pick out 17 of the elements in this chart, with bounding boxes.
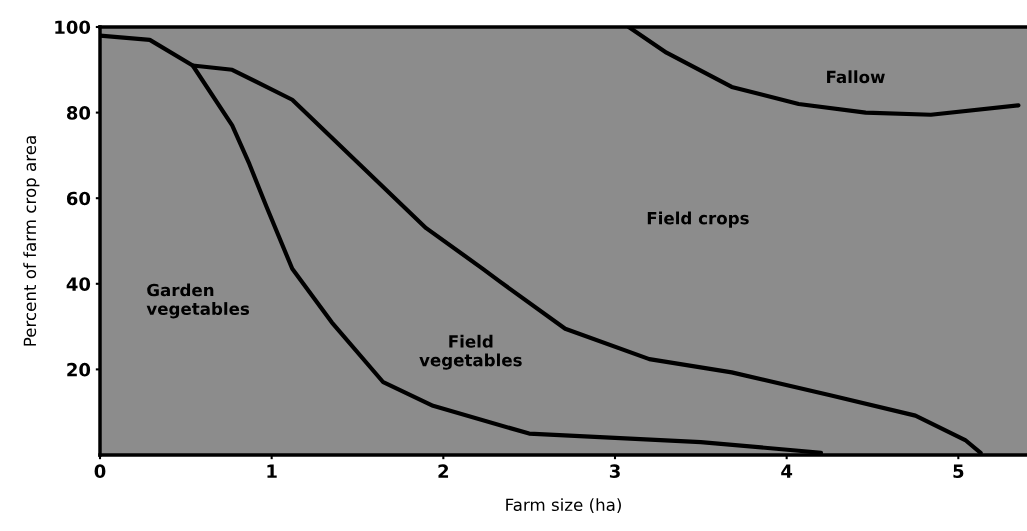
y-tick-label: 100 bbox=[55, 20, 91, 35]
x-tick-label: 5 bbox=[953, 464, 964, 478]
annotation: Garden vegetables bbox=[146, 283, 250, 319]
annotation: Field vegetables bbox=[419, 334, 522, 370]
x-axis-title: Farm size (ha) bbox=[506, 498, 621, 514]
annotation: Fallow bbox=[827, 70, 885, 84]
y-tick-label: 40 bbox=[66, 277, 91, 291]
annotation: Field crops bbox=[647, 211, 749, 228]
x-tick-label: 4 bbox=[781, 464, 793, 478]
y-tick-label: 20 bbox=[67, 362, 91, 377]
y-tick-label: 80 bbox=[66, 106, 91, 120]
x-tick-label: 1 bbox=[267, 464, 277, 478]
x-tick-label: 2 bbox=[438, 464, 449, 478]
x-tick-label: 3 bbox=[609, 464, 620, 478]
y-axis-title: Percent of farm crop area bbox=[23, 136, 40, 346]
x-tick-label: 0 bbox=[94, 464, 106, 478]
y-tick-label: 60 bbox=[66, 191, 91, 206]
